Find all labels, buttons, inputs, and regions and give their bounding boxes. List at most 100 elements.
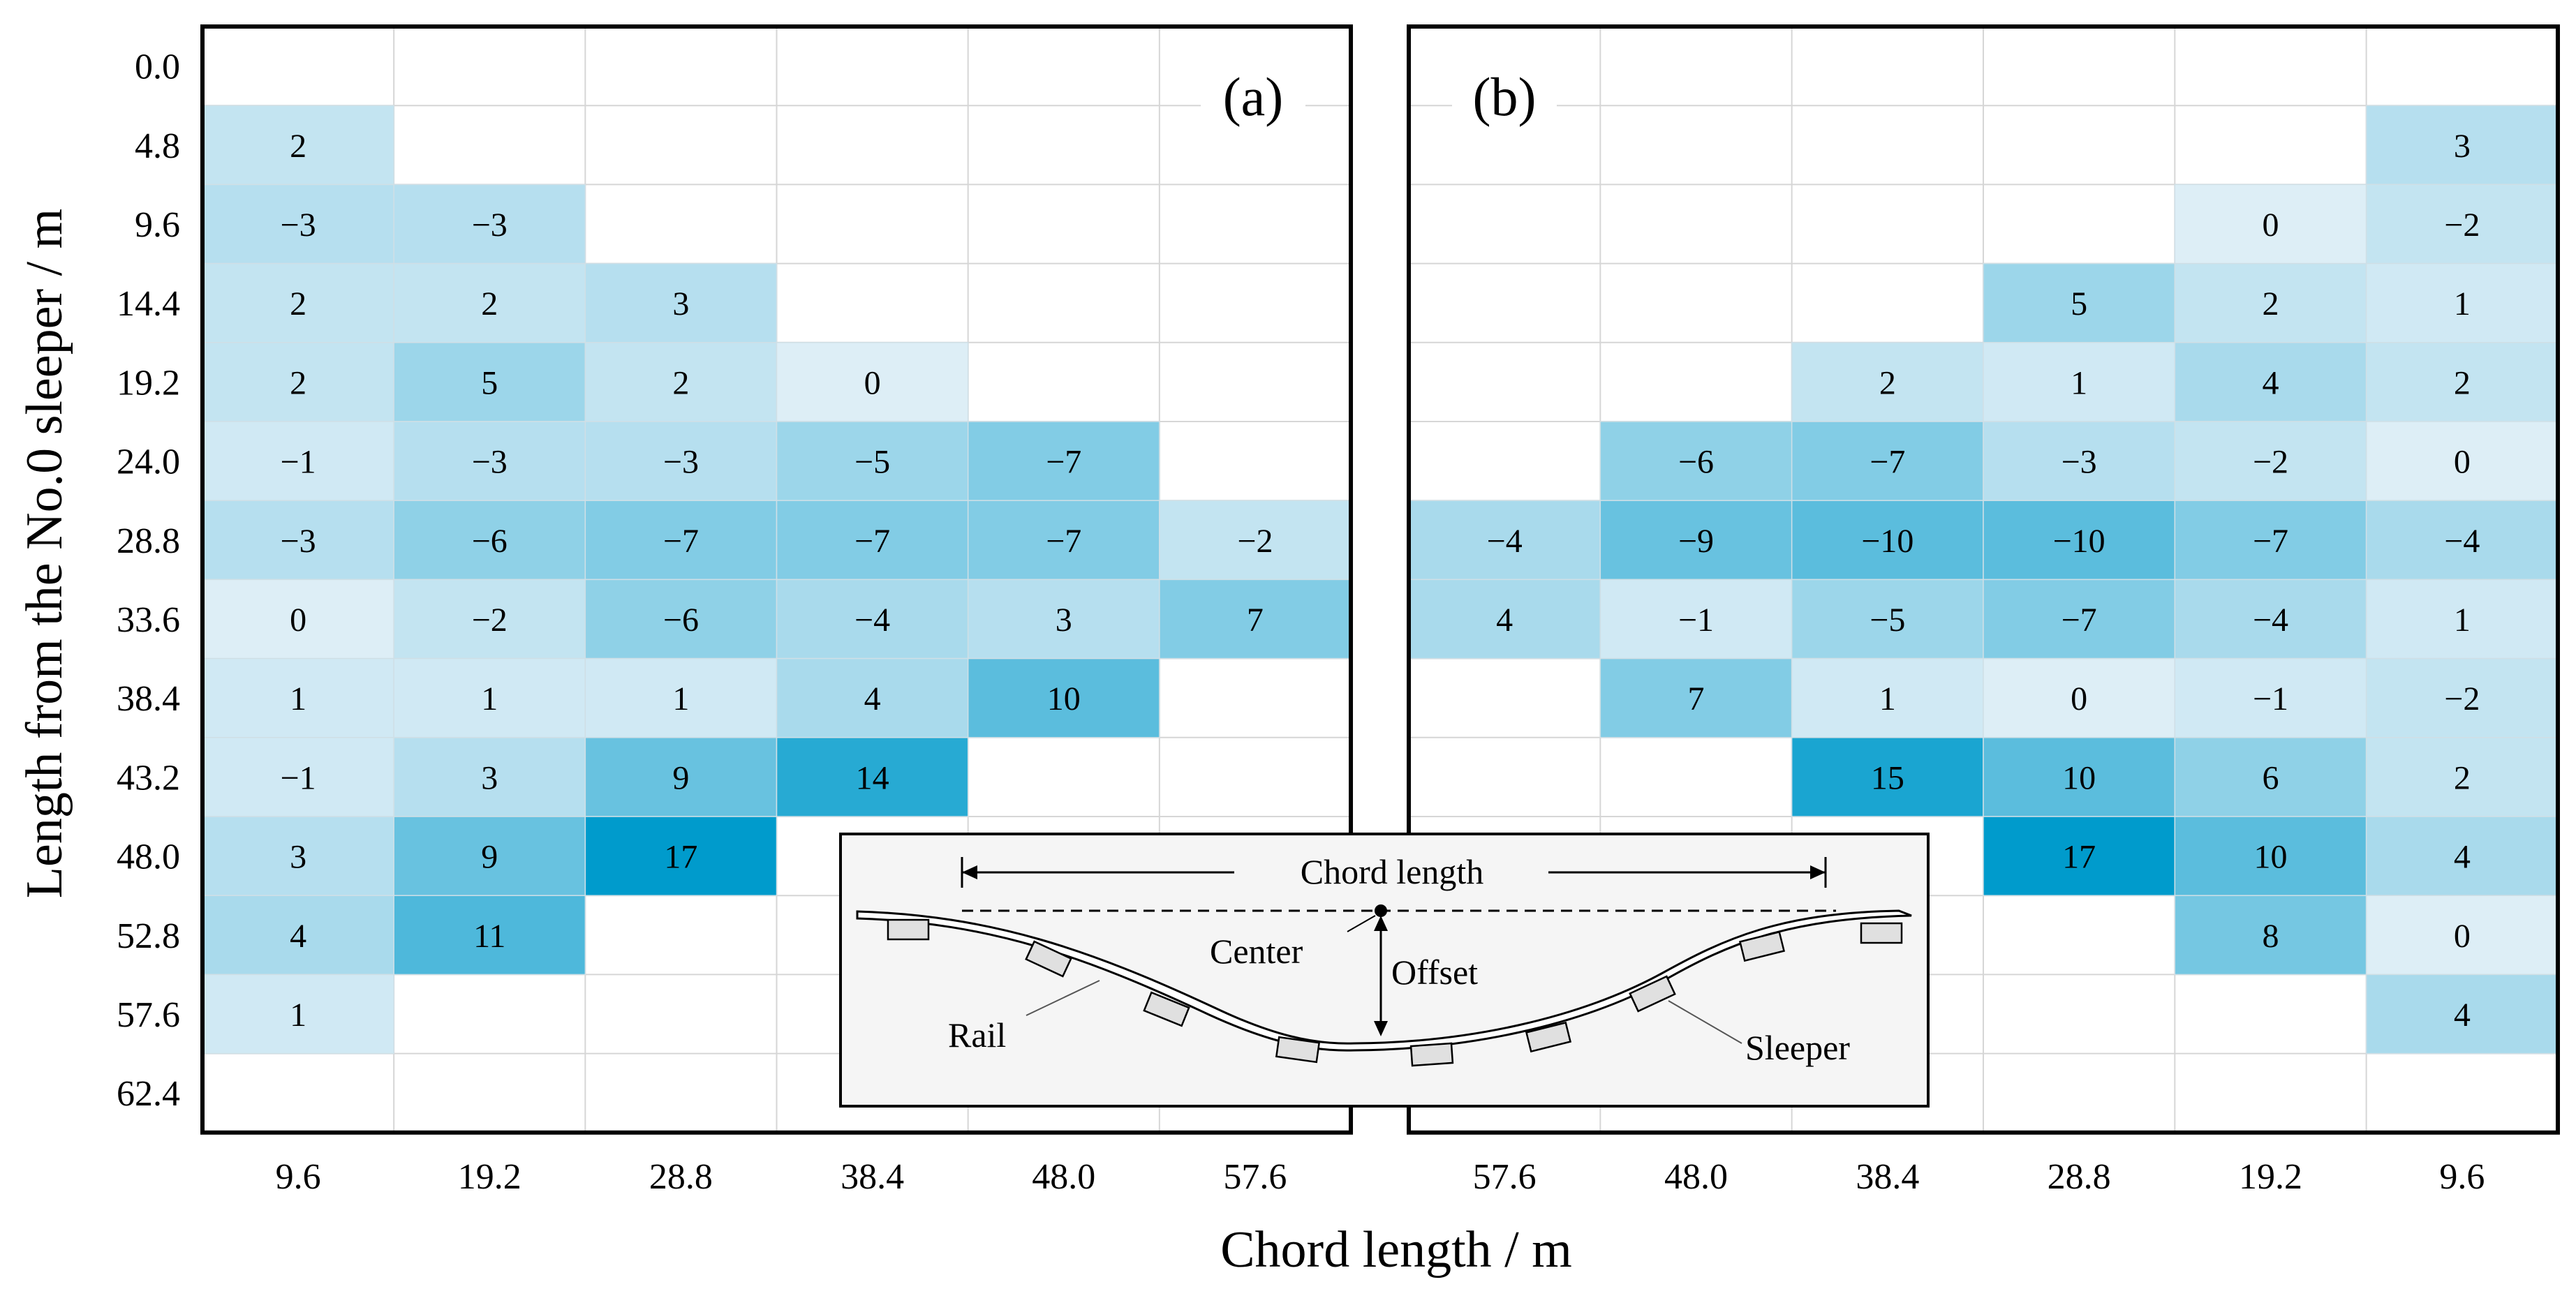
y-tick-label: 48.0 [117,837,180,877]
cell-value-label: 7 [1247,602,1264,639]
x-tick-label: 9.6 [276,1157,321,1197]
cell-value-label: 3 [290,839,306,876]
heatmap-cell [1983,342,2176,422]
heatmap-cell [393,657,586,738]
cell-value-label: 2 [290,364,306,401]
cell-value-label: −1 [281,444,316,481]
cell-value-label: 0 [2071,680,2087,717]
x-tick-label: 48.0 [1664,1157,1728,1197]
cell-value-label: −7 [1870,444,1905,481]
x-tick-label: 28.8 [649,1157,713,1197]
heatmap-cell [1791,342,1984,422]
heatmap-cell [584,657,778,738]
heatmap-cell [202,500,394,581]
cell-value-label: −1 [1678,602,1714,639]
heatmap-cell [202,184,394,264]
heatmap-cell [393,184,586,264]
cell-value-label: 2 [1879,364,1896,401]
heatmap-cell [202,105,394,186]
center-point [1375,904,1387,917]
x-tick-label: 38.4 [1856,1157,1919,1197]
x-tick-label: 19.2 [458,1157,521,1197]
heatmap-cell [1408,500,1601,581]
inset-chord-label: Chord length [1301,852,1483,891]
cell-value-label: 0 [2262,207,2279,244]
inset-box [839,833,1930,1108]
heatmap-cell [1599,579,1793,660]
x-tick-label: 28.8 [2048,1157,2111,1197]
heatmap-cell [393,342,586,422]
cell-value-label: 17 [664,839,697,876]
cell-value-label: 1 [2454,602,2471,639]
cell-value-label: −4 [854,602,890,639]
heatmap-cell [584,262,778,343]
heatmap-cell [2365,500,2559,581]
cell-value-label: −9 [1678,523,1714,560]
heatmap-cell [202,657,394,738]
cell-value-label: −10 [1861,523,1914,560]
heatmap-cell [2174,262,2367,343]
chord-arrowhead-left [962,865,977,879]
cell-value-label: 2 [2262,285,2279,322]
inset-schematic: Chord length Center Offset Rail Sleeper [839,833,1930,1108]
heatmap-cell [776,579,969,660]
y-tick-label: 62.4 [117,1074,180,1114]
cell-value-label: 1 [672,680,689,717]
cell-value-label: −4 [1487,523,1523,560]
heatmap-cell [776,500,969,581]
cell-value-label: −3 [663,444,699,481]
cell-value-label: −2 [1237,523,1273,560]
cell-value-label: −3 [2061,444,2097,481]
cell-value-label: −2 [2253,444,2288,481]
cell-value-label: 4 [2454,997,2471,1034]
sleeper [1629,975,1676,1013]
heatmap-cell [776,421,969,501]
y-tick-label: 38.4 [117,679,180,719]
heatmap-cell [2174,342,2367,422]
cell-value-label: 5 [2071,285,2087,322]
inset-center-label: Center [1210,932,1303,971]
cell-value-label: 3 [672,285,689,322]
cell-value-label: −5 [1870,602,1905,639]
cell-value-label: 14 [856,759,889,796]
heatmap-cell [393,816,586,896]
heatmap-cell [2174,895,2367,976]
heatmap-cell [1983,737,2176,817]
panel-label-backdrop [1452,66,1557,133]
sleeper [1409,1042,1454,1067]
cell-value-label: 2 [2454,364,2471,401]
chord-arrowhead-right [1810,865,1826,879]
heatmap-cell [2365,895,2559,976]
cell-value-label: 1 [481,680,498,717]
center-leader [1347,915,1376,932]
y-tick-label: 28.8 [117,521,180,561]
cell-value-label: −5 [854,444,890,481]
heatmap-cell [202,579,394,660]
cell-value-label: −2 [2444,207,2480,244]
cell-value-label: 1 [290,680,306,717]
sleeper [1860,922,1903,944]
cell-value-label: −4 [2444,523,2480,560]
x-tick-label: 9.6 [2439,1157,2485,1197]
cell-value-label: 1 [2071,364,2087,401]
heatmap-cell [776,657,969,738]
panel-a: 2 −3 −3 2 2 3 2 5 2 0 −1 −3 −3 −5 −7 −3 −6 −7 −7 −7 −2 0 −2 −6 −… [200,24,1354,1197]
cell-value-label: 2 [290,285,306,322]
cell-value-label: 4 [290,918,306,955]
heatmap-cell [1791,500,1984,581]
offset-arrowhead-top [1374,916,1388,931]
inset-sleeper-label: Sleeper [1745,1028,1850,1067]
cell-value-label: 6 [2262,759,2279,796]
cell-value-label: −3 [472,207,508,244]
heatmap-cell [393,262,586,343]
cell-value-label: 0 [290,602,306,639]
x-axis-title: Chord length / m [1220,1221,1572,1279]
panel-label: (b) [1473,66,1537,127]
cell-value-label: 0 [2454,444,2471,481]
cell-value-label: −7 [1046,444,1081,481]
heatmap-cell [2365,184,2559,264]
cell-value-label: 1 [2454,285,2471,322]
y-tick-label: 24.0 [117,442,180,482]
x-tick-label: 48.0 [1032,1157,1095,1197]
y-axis-title: Length from the No.0 sleeper / m [16,209,73,898]
